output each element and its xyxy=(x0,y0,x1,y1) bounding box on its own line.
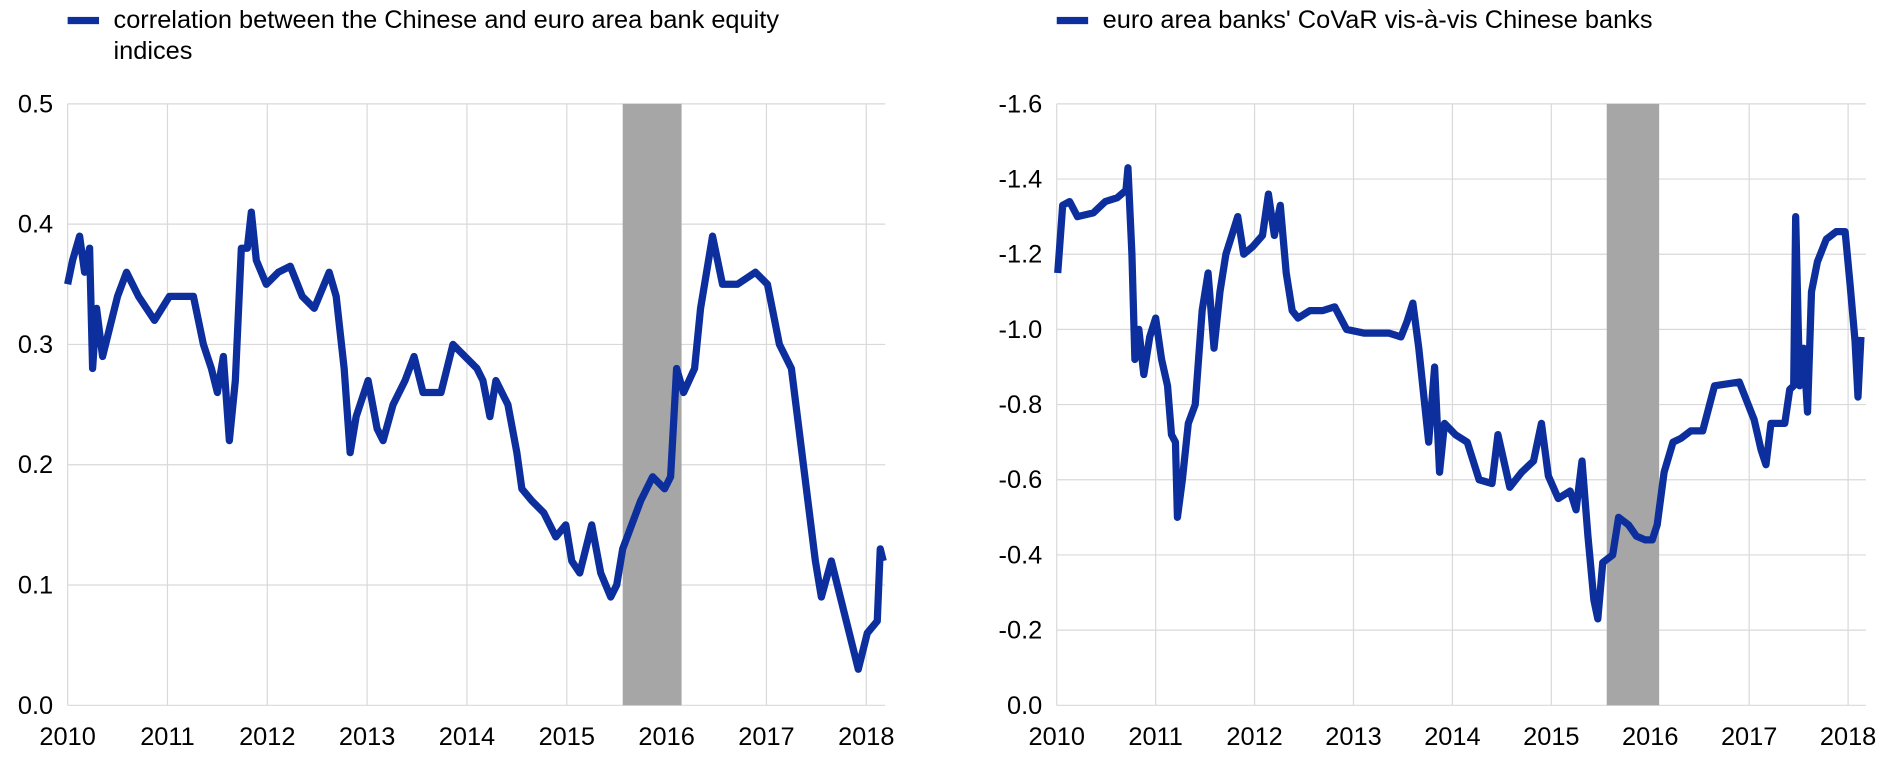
y-tick-label: -1.0 xyxy=(999,316,1043,344)
x-tick-label: 2015 xyxy=(539,723,595,751)
y-tick-label: -0.6 xyxy=(999,466,1043,494)
x-tick-label: 2018 xyxy=(838,723,894,751)
legend-label: euro area banks' CoVaR vis-à-vis Chinese… xyxy=(1102,6,1653,34)
y-tick-label: -0.8 xyxy=(999,391,1043,419)
x-tick-label: 2010 xyxy=(1029,723,1085,751)
y-tick-label: 0.2 xyxy=(18,451,53,479)
y-tick-label: -1.4 xyxy=(999,165,1043,193)
x-tick-label: 2013 xyxy=(339,723,395,751)
x-tick-label: 2011 xyxy=(140,723,195,751)
data-line xyxy=(64,208,887,673)
legend-swatch xyxy=(1056,16,1089,25)
y-tick-label: 0.4 xyxy=(18,211,53,239)
x-tick-label: 2014 xyxy=(439,723,495,751)
legend-item: correlation between the Chinese and euro… xyxy=(67,5,861,68)
x-tick-label: 2017 xyxy=(738,723,794,751)
x-tick-label: 2015 xyxy=(1523,723,1579,751)
data-line xyxy=(1054,164,1865,623)
x-tick-label: 2012 xyxy=(239,723,295,751)
legend-item: euro area banks' CoVaR vis-à-vis Chinese… xyxy=(1056,5,1842,36)
legend-label: correlation between the Chinese and euro… xyxy=(113,6,780,66)
x-tick-label: 2016 xyxy=(1622,723,1678,751)
legend-swatch xyxy=(67,16,100,25)
x-tick-label: 2011 xyxy=(1128,723,1183,751)
y-tick-label: 0.3 xyxy=(18,331,53,359)
x-tick-label: 2018 xyxy=(1820,723,1876,751)
y-tick-label: 0.0 xyxy=(1007,692,1042,720)
x-tick-label: 2012 xyxy=(1226,723,1282,751)
x-tick-label: 2017 xyxy=(1721,723,1777,751)
x-tick-label: 2016 xyxy=(638,723,694,751)
x-tick-label: 2010 xyxy=(39,723,95,751)
y-tick-label: 0.1 xyxy=(18,571,53,599)
y-tick-label: 0.5 xyxy=(18,90,53,118)
y-tick-label: -0.4 xyxy=(999,541,1043,569)
y-tick-label: 0.0 xyxy=(18,692,53,720)
y-tick-label: -1.6 xyxy=(999,90,1043,118)
x-tick-label: 2013 xyxy=(1325,723,1381,751)
y-tick-label: -0.2 xyxy=(999,617,1043,645)
y-tick-label: -1.2 xyxy=(999,241,1043,269)
x-tick-label: 2014 xyxy=(1424,723,1480,751)
shaded-period xyxy=(1606,103,1660,706)
